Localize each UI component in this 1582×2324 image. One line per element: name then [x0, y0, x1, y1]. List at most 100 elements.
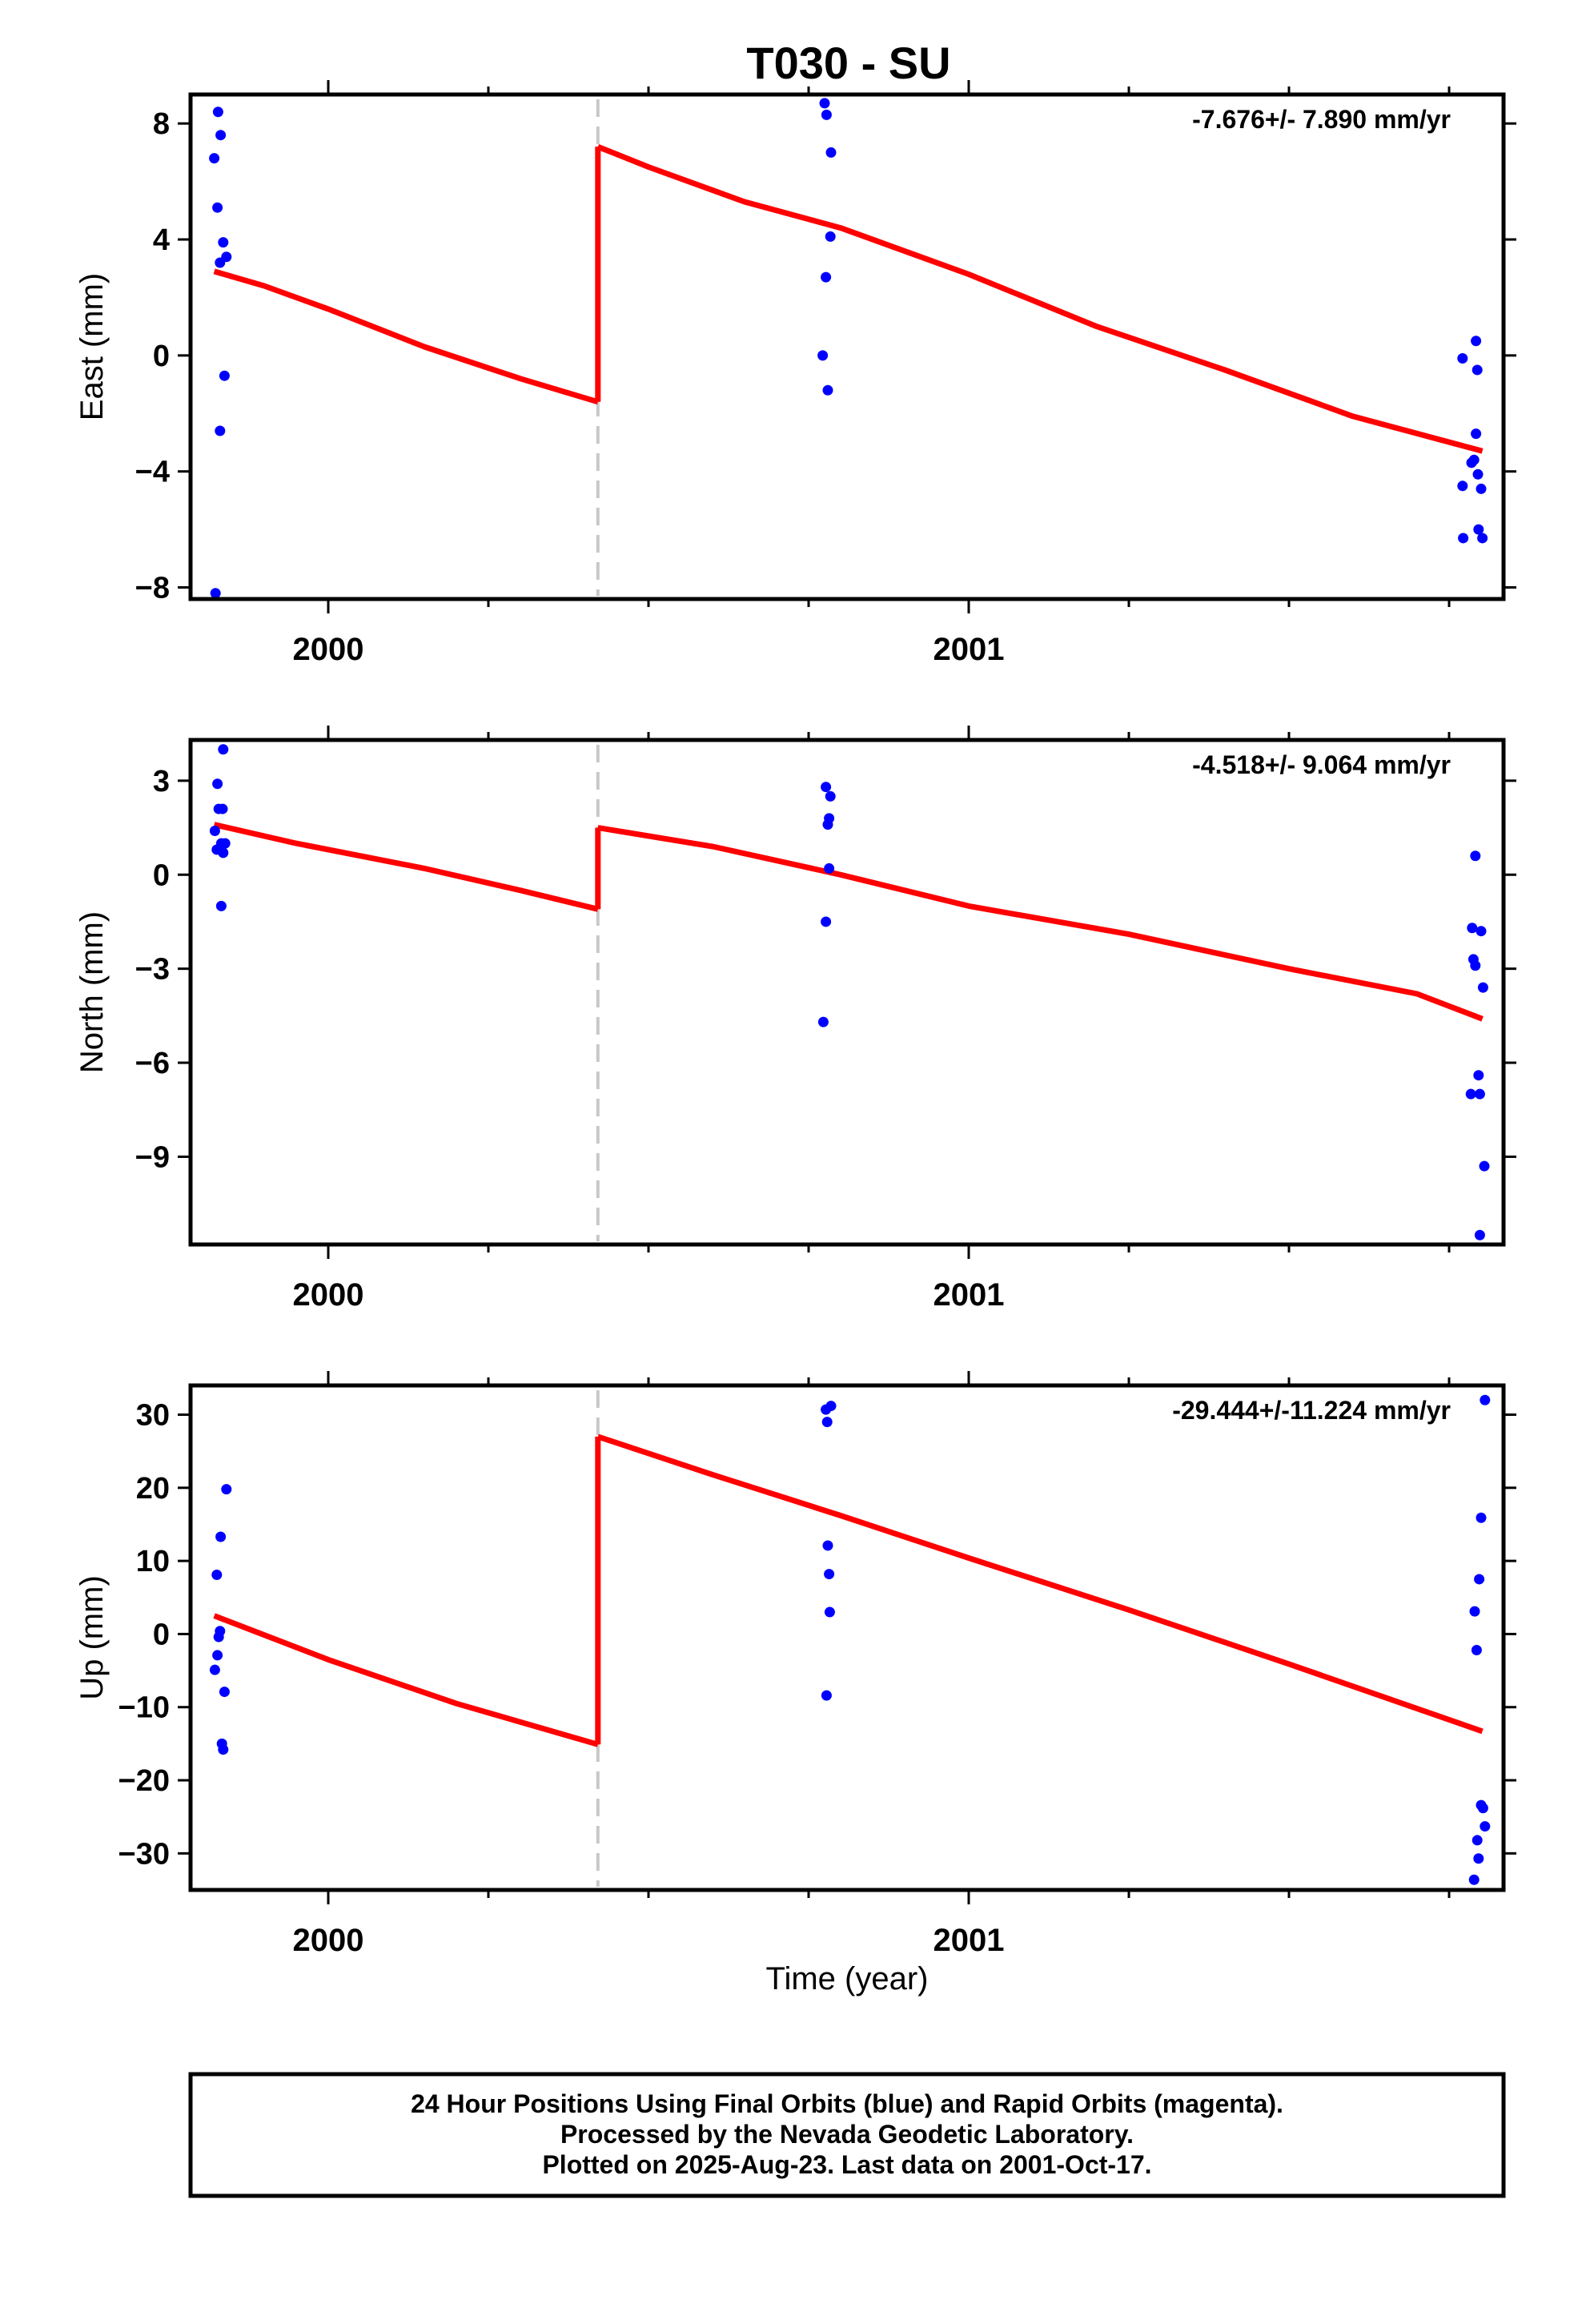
data-point	[821, 916, 832, 927]
data-point	[819, 98, 830, 109]
plot-frame	[188, 738, 1506, 1247]
data-point	[822, 819, 833, 830]
data-point	[215, 130, 227, 141]
fit-line-segment-1	[213, 822, 599, 912]
plot-frame	[188, 1383, 1506, 1892]
data-point	[219, 838, 231, 849]
data-point	[1467, 923, 1478, 934]
y-tick-label: −4	[135, 456, 170, 489]
data-point	[817, 1016, 829, 1027]
data-point	[215, 425, 226, 436]
footer-line-1: 24 Hour Positions Using Final Orbits (bl…	[411, 2089, 1283, 2118]
x-tick-label: 2001	[934, 1923, 1005, 1958]
footer-frame	[188, 2072, 1506, 2198]
y-tick-label: −8	[135, 572, 170, 605]
data-point	[209, 1664, 220, 1675]
y-tick-label: 20	[136, 1472, 170, 1506]
y-tick-label: −20	[118, 1764, 170, 1798]
data-point	[212, 1650, 223, 1661]
data-point	[212, 778, 223, 790]
velocity-annotation: -7.676+/- 7.890 mm/yr	[1192, 105, 1451, 134]
velocity-annotation: -29.444+/-11.224 mm/yr	[1172, 1396, 1451, 1425]
y-tick-label: 30	[136, 1399, 170, 1433]
y-tick-label: 8	[153, 107, 170, 141]
data-point	[215, 900, 227, 911]
y-tick-label: 0	[153, 858, 170, 892]
data-point	[213, 1631, 224, 1642]
y-axis-label: North (mm)	[74, 911, 110, 1073]
x-tick-label: 2000	[293, 1277, 364, 1313]
up-panel: −30 −20 −10 0 10 20 30 2000 2001 Up (mm) -29.444+/…	[74, 1371, 1516, 1958]
data-point	[1458, 533, 1469, 544]
velocity-annotation: -4.518+/- 9.064 mm/yr	[1192, 750, 1451, 779]
x-tick-label: 2001	[934, 1277, 1005, 1313]
data-point	[219, 1687, 230, 1698]
data-point	[212, 107, 223, 118]
y-tick-label: 4	[153, 223, 170, 257]
data-point	[1480, 1821, 1491, 1832]
data-point	[821, 271, 832, 283]
y-tick-label: −30	[118, 1837, 170, 1871]
data-point	[1473, 1070, 1484, 1081]
y-tick-label: 3	[153, 765, 170, 798]
data-point	[1479, 1160, 1490, 1172]
plot-frame	[188, 92, 1506, 601]
data-point	[1471, 1645, 1482, 1656]
data-point	[211, 1569, 223, 1580]
data-point	[1468, 1874, 1480, 1885]
footer-box: 24 Hour Positions Using Final Orbits (bl…	[188, 2072, 1506, 2198]
data-point	[1472, 364, 1483, 376]
y-tick-label: −9	[135, 1140, 170, 1174]
data-point	[1476, 1512, 1487, 1523]
data-point	[210, 588, 221, 599]
data-point	[1469, 1606, 1480, 1617]
plot-area	[209, 744, 1490, 1240]
y-tick-label: −3	[135, 953, 170, 987]
data-point	[1473, 524, 1484, 535]
data-point	[212, 202, 223, 213]
data-point	[1474, 1088, 1485, 1100]
data-point	[1477, 982, 1488, 993]
x-axis-label: Time (year)	[766, 1961, 929, 1996]
data-point	[1470, 850, 1481, 862]
data-point	[824, 1606, 835, 1618]
data-point	[821, 109, 832, 120]
data-point	[1480, 1394, 1491, 1405]
data-point	[1473, 1853, 1484, 1864]
data-point	[1472, 468, 1484, 480]
data-point	[219, 370, 230, 381]
y-tick-label: 0	[153, 1618, 170, 1651]
y-tick-label: 0	[153, 340, 170, 373]
data-point	[1470, 960, 1481, 971]
data-point	[1474, 1574, 1485, 1585]
y-tick-label: −6	[135, 1047, 170, 1080]
data-point	[1471, 336, 1482, 347]
footer-line-3: Plotted on 2025-Aug-23. Last data on 200…	[542, 2150, 1151, 2179]
data-point	[824, 1569, 835, 1580]
data-point	[821, 1417, 833, 1428]
data-point	[1477, 1803, 1488, 1814]
data-point	[218, 847, 229, 858]
data-point	[822, 1540, 833, 1551]
data-point	[1457, 352, 1468, 364]
x-tick-label: 2000	[293, 1923, 364, 1958]
data-point	[825, 1401, 837, 1412]
data-point	[822, 384, 833, 396]
data-point	[825, 147, 837, 158]
data-point	[1471, 428, 1482, 440]
data-point	[215, 1531, 227, 1542]
east-panel: −8 −4 0 4 8 2000 2001 East (mm) -7.676+/- 7.890 …	[74, 80, 1516, 667]
fit-line-segment-2	[596, 1433, 1484, 1735]
data-point	[221, 1484, 232, 1495]
data-point	[825, 231, 836, 242]
x-tick-label: 2000	[293, 632, 364, 667]
data-point	[817, 350, 829, 361]
data-point	[1466, 457, 1477, 468]
data-point	[824, 862, 835, 874]
plot-area	[209, 98, 1488, 599]
x-tick-label: 2001	[934, 632, 1005, 667]
y-axis-label: Up (mm)	[74, 1575, 110, 1700]
north-panel: −9 −6 −3 0 3 2000 2001 North (mm) -4.518+/- 9.06…	[74, 726, 1516, 1313]
chart-title: T030 - SU	[746, 38, 950, 88]
data-point	[218, 1744, 229, 1755]
